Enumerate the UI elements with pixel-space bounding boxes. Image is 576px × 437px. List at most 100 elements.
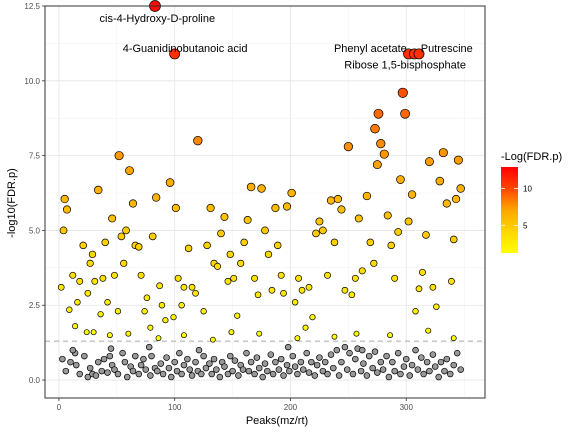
nonsignificant-point	[178, 370, 185, 378]
nonsignificant-point	[195, 346, 203, 354]
nonsignificant-point	[371, 348, 379, 355]
nonsignificant-point	[213, 366, 220, 373]
significant-point	[319, 226, 327, 235]
significant-point	[180, 332, 187, 339]
significant-point	[62, 205, 72, 214]
nonsignificant-point	[261, 360, 269, 367]
nonsignificant-point	[98, 367, 105, 375]
significant-point	[228, 329, 235, 336]
x-tick-label: 100	[168, 403, 182, 412]
nonsignificant-point	[283, 361, 291, 369]
significant-point	[305, 283, 313, 291]
nonsignificant-point	[297, 358, 305, 366]
significant-point	[324, 271, 331, 279]
significant-point	[397, 87, 408, 98]
significant-point	[358, 267, 366, 275]
significant-point	[309, 314, 316, 321]
significant-point	[412, 308, 419, 315]
significant-point	[217, 229, 225, 238]
nonsignificant-point	[286, 367, 293, 375]
significant-point	[135, 243, 143, 251]
nonsignificant-point	[206, 360, 213, 367]
nonsignificant-point	[132, 352, 139, 360]
nonsignificant-point	[81, 352, 88, 360]
nonsignificant-point	[216, 373, 224, 381]
nonsignificant-point	[224, 370, 232, 378]
significant-point	[450, 335, 457, 342]
nonsignificant-point	[391, 367, 398, 375]
significant-point	[224, 277, 232, 285]
nonsignificant-point	[200, 352, 207, 360]
significant-point	[111, 271, 118, 279]
nonsignificant-point	[324, 370, 331, 378]
significant-point	[372, 160, 382, 170]
nonsignificant-point	[423, 358, 431, 366]
significant-point	[424, 157, 434, 167]
significant-point	[291, 299, 299, 306]
nonsignificant-point	[92, 372, 100, 379]
legend-tick-label: 10	[523, 185, 532, 194]
legend-title: -Log(FDR.p)	[501, 151, 562, 163]
nonsignificant-point	[291, 363, 299, 370]
nonsignificant-point	[435, 373, 442, 381]
x-tick-label: 200	[284, 403, 298, 412]
significant-point	[354, 214, 363, 223]
nonsignificant-point	[406, 372, 413, 379]
legend-colorbar	[501, 167, 518, 253]
significant-point	[237, 259, 245, 267]
nonsignificant-point	[352, 355, 359, 363]
significant-point	[362, 191, 372, 201]
significant-point	[246, 182, 256, 192]
significant-point	[90, 329, 97, 336]
significant-point	[174, 274, 182, 282]
nonsignificant-point	[239, 366, 247, 373]
nonsignificant-point	[280, 372, 287, 379]
legend: -Log(FDR.p) 5 10	[501, 151, 562, 253]
panel-border	[44, 5, 486, 399]
significant-point	[315, 217, 324, 226]
nonsignificant-point	[119, 349, 126, 357]
significant-point	[435, 176, 445, 186]
significant-point	[343, 142, 353, 152]
nonsignificant-point	[231, 357, 239, 364]
nonsignificant-point	[106, 352, 114, 360]
data-points	[57, 0, 465, 381]
nonsignificant-point	[346, 349, 353, 357]
nonsignificant-point	[418, 354, 425, 361]
significant-point	[396, 175, 405, 184]
annotations: cis-4-Hydroxy-D-proline 4-Guanidinobutano…	[100, 13, 473, 71]
nonsignificant-point	[104, 369, 111, 376]
nonsignificant-point	[159, 370, 167, 378]
significant-point	[294, 335, 301, 342]
nonsignificant-point	[171, 358, 178, 366]
significant-point	[451, 194, 461, 204]
point-annotation: Ribose 1,5-bisphosphate	[344, 59, 466, 71]
nonsignificant-point	[333, 346, 341, 354]
y-tick-label: 10.0	[24, 77, 40, 86]
significant-point	[192, 289, 199, 297]
nonsignificant-point	[264, 367, 271, 375]
nonsignificant-point	[163, 354, 170, 361]
panel-background	[45, 6, 485, 398]
significant-point	[337, 205, 346, 214]
significant-point	[200, 308, 207, 315]
y-tick-label: 0.0	[29, 376, 41, 385]
legend-tick-label: 5	[523, 222, 528, 231]
nonsignificant-point	[341, 343, 349, 351]
nonsignificant-point	[247, 358, 255, 366]
significant-point	[97, 311, 104, 318]
significant-point	[234, 312, 241, 319]
nonsignificant-point	[394, 349, 402, 357]
significant-point	[264, 250, 273, 259]
significant-point	[59, 226, 68, 235]
nonsignificant-point	[319, 367, 327, 375]
nonsignificant-point	[363, 372, 371, 379]
significant-point	[104, 299, 111, 306]
significant-point	[326, 196, 336, 205]
nonsignificant-point	[383, 352, 390, 360]
point-annotation: Putrescine	[421, 43, 473, 55]
nonsignificant-point	[198, 370, 205, 378]
significant-point	[193, 135, 203, 146]
